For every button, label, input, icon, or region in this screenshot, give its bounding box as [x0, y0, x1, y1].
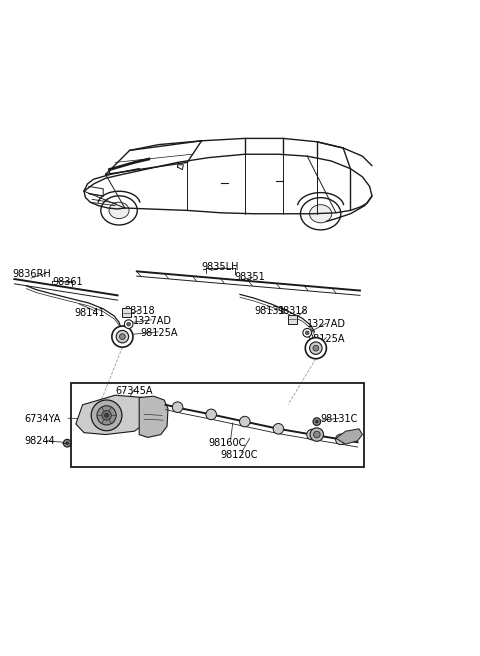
Text: 98351: 98351 [234, 272, 265, 281]
Text: 98131C: 98131C [321, 414, 358, 424]
Text: 98318: 98318 [125, 306, 156, 316]
Circle shape [105, 413, 108, 417]
Circle shape [310, 342, 322, 354]
Text: 1327AD: 1327AD [133, 316, 172, 326]
Circle shape [307, 429, 317, 440]
Circle shape [313, 431, 320, 438]
Ellipse shape [101, 195, 137, 225]
Polygon shape [336, 429, 362, 444]
Circle shape [310, 428, 324, 441]
Text: 98125A: 98125A [307, 333, 345, 344]
Circle shape [313, 418, 321, 426]
Circle shape [313, 345, 319, 351]
Polygon shape [139, 396, 168, 438]
Circle shape [91, 400, 122, 431]
Circle shape [336, 434, 346, 445]
Text: 98120C: 98120C [221, 450, 258, 461]
Circle shape [273, 424, 284, 434]
Circle shape [315, 420, 318, 423]
Text: 67345A: 67345A [115, 386, 153, 396]
Circle shape [120, 334, 125, 340]
Circle shape [66, 441, 69, 445]
Text: 98125A: 98125A [140, 328, 178, 338]
Circle shape [206, 409, 216, 420]
Bar [122, 308, 131, 318]
Circle shape [305, 338, 326, 359]
Circle shape [63, 440, 71, 447]
Text: 9836RH: 9836RH [12, 269, 51, 279]
Circle shape [303, 329, 312, 337]
Text: 6734YA: 6734YA [24, 414, 60, 424]
Circle shape [305, 331, 309, 335]
Ellipse shape [300, 197, 341, 230]
Text: 98361: 98361 [53, 277, 84, 287]
Text: 1327AD: 1327AD [307, 319, 346, 329]
Text: 9835LH: 9835LH [202, 262, 239, 272]
Bar [288, 315, 297, 324]
Text: 98141: 98141 [74, 308, 105, 318]
Text: 98318: 98318 [277, 306, 308, 316]
Bar [71, 383, 364, 467]
Circle shape [124, 320, 133, 329]
Ellipse shape [109, 202, 129, 218]
Polygon shape [76, 395, 151, 434]
Text: 98131: 98131 [254, 306, 285, 316]
Circle shape [112, 326, 133, 347]
Circle shape [102, 411, 111, 420]
Circle shape [127, 322, 131, 326]
Circle shape [97, 406, 116, 425]
Circle shape [172, 402, 183, 413]
Text: 98160C: 98160C [209, 438, 246, 448]
Ellipse shape [310, 205, 332, 223]
Circle shape [116, 331, 129, 343]
Circle shape [240, 417, 250, 427]
Text: 98244: 98244 [24, 436, 55, 446]
